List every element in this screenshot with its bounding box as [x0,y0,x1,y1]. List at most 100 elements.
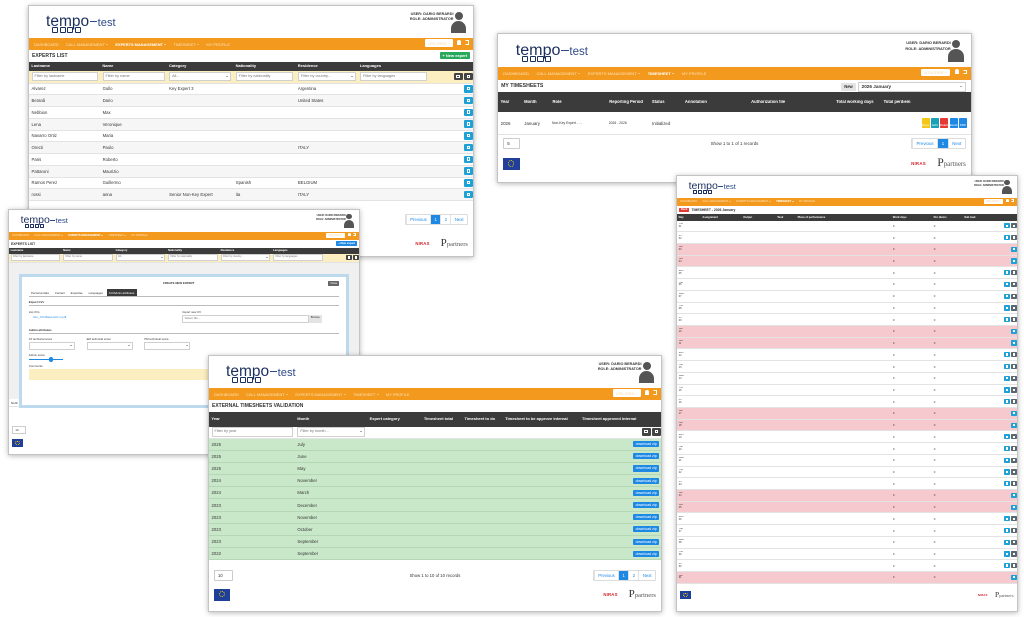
score-select[interactable] [86,341,133,350]
nav-item[interactable]: EXPERTS MANAGEMENT [68,234,103,237]
edit-button[interactable] [1010,328,1017,334]
utilities-button[interactable]: UTILITIES [612,389,641,398]
filter-input[interactable]: All... [169,71,232,82]
back-button[interactable]: Back [679,207,690,213]
edit-button[interactable] [1003,317,1011,323]
edit-button[interactable] [1003,563,1011,569]
admin-score-slider[interactable] [28,357,63,362]
detail-button[interactable] [1010,445,1017,452]
detail-button[interactable] [1010,551,1017,557]
page-button[interactable]: 1 [937,139,948,148]
edit-button[interactable] [1003,281,1011,288]
utilities-button[interactable]: UTILITIES [325,232,346,238]
action-button[interactable]: Excel [949,118,958,129]
edit-button[interactable] [464,108,473,117]
edit-button[interactable] [1003,387,1011,393]
search-button[interactable] [453,72,463,81]
nav-item[interactable]: TIMESHEET [648,71,674,76]
edit-button[interactable] [464,179,473,187]
detail-button[interactable] [1010,305,1017,311]
notifications-icon[interactable] [1006,199,1010,203]
tab[interactable]: Languages [88,290,103,295]
logout-icon[interactable] [464,40,470,45]
filter-input[interactable]: Filter by lastname [10,254,61,262]
detail-button[interactable] [1010,317,1017,323]
notifications-icon[interactable] [457,40,462,45]
notifications-icon[interactable] [954,69,959,75]
download-zip-button[interactable]: download zip [633,501,660,509]
file-name-input[interactable]: Select file... [182,315,309,324]
download-zip-button[interactable]: download zip [633,477,660,484]
action-button[interactable]: Delete [940,118,949,129]
page-button[interactable]: Next [947,139,965,148]
detail-button[interactable] [1010,469,1017,475]
edit-button[interactable] [1003,457,1011,463]
nav-item[interactable]: EXPERTS MANAGEMENT [736,200,771,203]
utilities-button[interactable]: UTILITIES [921,68,950,77]
reset-button[interactable] [352,255,359,261]
nav-item[interactable]: TIMESHEET [776,200,794,203]
notifications-icon[interactable] [348,233,352,237]
score-select[interactable] [28,341,75,350]
detail-button[interactable] [1010,293,1017,299]
filter-input[interactable]: Filter by country... [297,71,356,82]
detail-button[interactable] [1010,434,1017,440]
tab[interactable]: Expertise [70,290,83,295]
edit-button[interactable] [1003,270,1011,276]
edit-button[interactable] [1003,516,1011,522]
edit-button[interactable] [1003,375,1011,381]
edit-button[interactable] [464,132,473,140]
detail-button[interactable] [1010,399,1017,405]
edit-button[interactable] [1003,527,1011,534]
detail-button[interactable] [1010,516,1017,522]
detail-button[interactable] [1010,539,1017,545]
edit-button[interactable] [1003,399,1011,405]
nav-item[interactable]: CALL MANAGEMENT [537,71,580,76]
close-button[interactable]: Close [328,281,340,286]
page-button[interactable]: 1 [430,215,441,224]
edit-button[interactable] [1003,235,1011,241]
action-button[interactable]: Days [921,118,930,129]
page-size-select[interactable]: 10 [12,426,26,435]
edit-button[interactable] [1003,445,1011,452]
edit-button[interactable] [1010,410,1017,416]
nav-item[interactable]: DASHBOARD [680,200,698,204]
download-zip-button[interactable]: download zip [633,526,660,533]
detail-button[interactable] [1010,563,1017,569]
page-button[interactable]: Previous [911,139,937,148]
nav-item[interactable]: CALL MANAGEMENT [34,234,63,237]
logout-icon[interactable] [962,69,967,75]
comments-input[interactable] [28,368,340,381]
nav-item[interactable]: DASHBOARD [503,71,529,76]
detail-button[interactable] [1010,387,1017,393]
edit-button[interactable] [464,85,473,93]
reset-button[interactable] [652,428,661,436]
edit-button[interactable] [464,190,473,199]
download-zip-button[interactable]: download zip [633,538,660,545]
nav-item[interactable]: EXPERTS MANAGEMENT [588,71,640,76]
nav-item[interactable]: MY PROFILE [131,234,148,238]
filter-input[interactable]: All... [115,254,166,262]
edit-button[interactable] [1003,223,1011,229]
filter-input[interactable]: Filter by languages [273,254,323,262]
page-size-select[interactable]: 10 [214,570,234,581]
period-select[interactable]: 2026 January [858,81,966,93]
filter-input[interactable]: Filter by nationality [235,71,294,82]
download-zip-button[interactable]: download zip [633,489,660,496]
detail-button[interactable] [1010,235,1017,241]
edit-button[interactable] [1003,363,1011,370]
filter-input[interactable]: Filter by name [102,71,165,82]
nav-item[interactable]: CALL MANAGEMENT [66,42,108,47]
edit-button[interactable] [1003,305,1011,311]
page-button[interactable]: Next [450,215,467,224]
nav-item[interactable]: DASHBOARD [214,391,239,397]
page-button[interactable]: 2 [440,215,450,224]
page-button[interactable]: Previous [405,215,430,224]
utilities-button[interactable]: UTILITIES [424,39,453,48]
detail-button[interactable] [1010,375,1017,381]
edit-button[interactable] [464,167,473,175]
edit-button[interactable] [1003,551,1011,557]
logout-icon[interactable] [1011,199,1015,203]
nav-item[interactable]: TIMESHEET [174,42,199,47]
new-timesheet-button[interactable]: New [841,83,856,91]
